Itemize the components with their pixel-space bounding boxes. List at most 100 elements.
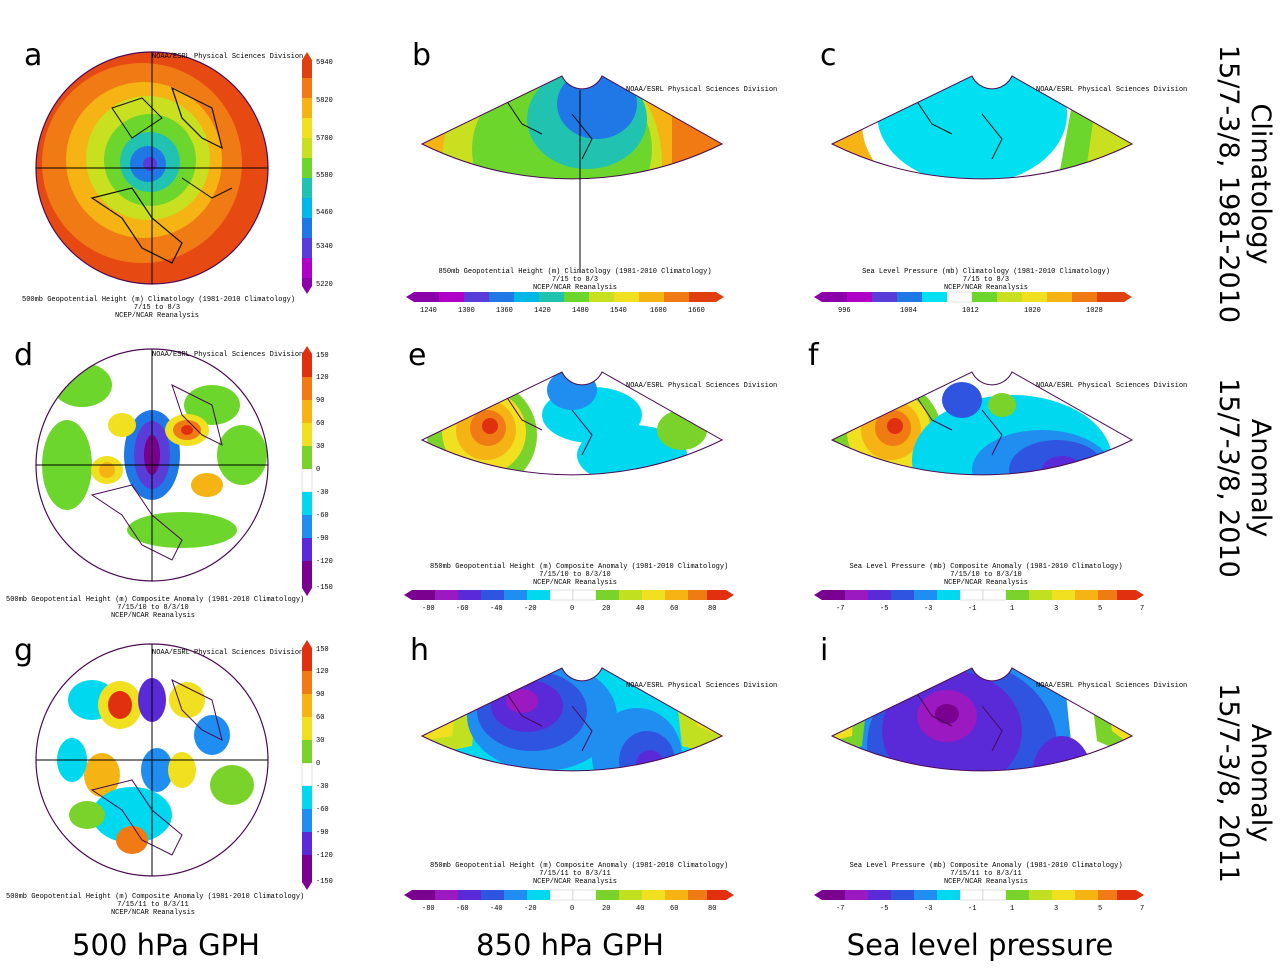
credit-b: NOAA/ESRL Physical Sciences Division [626,86,778,94]
tick-d-1: 120 [316,374,329,382]
map-500hpa-anomaly-2011 [35,643,269,877]
caption-g: 500mb Geopotential Height (m) Composite … [6,893,305,917]
tick-g-0: 150 [316,646,329,654]
caption-c: Sea Level Pressure (mb) Climatology (198… [862,268,1110,292]
tick-f-1: -5 [880,605,888,613]
panel-letter-c: c [820,38,837,73]
tick-g-4: 30 [316,737,324,745]
credit-e: NOAA/ESRL Physical Sciences Division [626,382,778,390]
tick-e-3: -20 [524,605,537,613]
tick-f-7: 7 [1140,605,1144,613]
tick-a-0: 5940 [316,59,333,67]
colorbar-f: -7 -5 -3 -1 1 3 5 7 [814,589,1144,613]
tick-e-5: 20 [602,605,610,613]
tick-g-5: 0 [316,760,320,768]
caption-f: Sea Level Pressure (mb) Composite Anomal… [849,563,1123,587]
map-850hpa-climatology [420,75,724,269]
caption-i: Sea Level Pressure (mb) Composite Anomal… [849,862,1123,886]
panel-letter-h: h [410,633,430,668]
credit-d: NOAA/ESRL Physical Sciences Division [152,351,304,359]
tick-a-4: 5460 [316,209,333,217]
credit-i: NOAA/ESRL Physical Sciences Division [1036,682,1188,690]
tick-h-8: 80 [708,905,716,913]
colorbar-d: 150 120 90 60 30 0 -30 -60 -90 -120 -150 [301,346,333,596]
tick-h-0: -80 [422,905,435,913]
panel-letter-a: a [24,38,43,73]
tick-b-2: 1360 [496,307,513,315]
tick-c-0: 996 [838,307,851,315]
panel-letter-g: g [14,633,34,668]
tick-a-5: 5340 [316,243,333,251]
tick-g-3: 60 [316,714,324,722]
tick-h-5: 20 [602,905,610,913]
tick-c-1: 1004 [900,307,917,315]
row-label-anomaly-2011: Anomaly 15/7-3/8, 2011 [1213,683,1276,883]
panel-letter-b: b [412,38,432,73]
tick-c-3: 1020 [1024,307,1041,315]
panel-letter-f: f [808,338,819,373]
caption-b: 850mb Geopotential Height (m) Climatolog… [438,268,712,292]
map-850hpa-anomaly-2010 [420,371,724,476]
tick-a-3: 5580 [316,172,333,180]
credit-a: NOAA/ESRL Physical Sciences Division [152,53,304,61]
tick-h-7: 60 [670,905,678,913]
map-slp-climatology [830,75,1134,180]
caption-h: 850mb Geopotential Height (m) Composite … [430,862,729,886]
tick-h-3: -20 [524,905,537,913]
tick-b-4: 1480 [572,307,589,315]
tick-f-2: -3 [924,605,932,613]
tick-g-7: -60 [316,806,329,814]
tick-e-4: 0 [570,605,574,613]
map-500hpa-anomaly-2010 [35,348,269,582]
credit-c: NOAA/ESRL Physical Sciences Division [1036,86,1188,94]
tick-i-3: -1 [968,905,976,913]
tick-d-4: 30 [316,443,324,451]
tick-d-5: 0 [316,466,320,474]
colorbar-e: -80 -60 -40 -20 0 20 40 60 80 [404,589,734,613]
tick-g-2: 90 [316,691,324,699]
tick-d-10: -150 [316,584,333,592]
tick-g-10: -150 [316,878,333,886]
tick-a-1: 5820 [316,97,333,105]
tick-e-8: 80 [708,605,716,613]
map-slp-anomaly-2010 [830,371,1134,476]
tick-a-2: 5700 [316,135,333,143]
tick-i-2: -3 [924,905,932,913]
tick-f-5: 3 [1054,605,1058,613]
tick-e-0: -80 [422,605,435,613]
column-label-500hpa: 500 hPa GPH [72,928,260,962]
tick-b-7: 1660 [688,307,705,315]
tick-h-6: 40 [636,905,644,913]
tick-c-4: 1028 [1086,307,1103,315]
map-slp-anomaly-2011 [830,667,1134,772]
tick-i-1: -5 [880,905,888,913]
tick-d-2: 90 [316,397,324,405]
credit-h: NOAA/ESRL Physical Sciences Division [626,682,778,690]
panel-letter-i: i [820,633,829,668]
colorbar-b: 1240 1300 1360 1420 1480 1540 1600 1660 [406,292,724,315]
tick-d-7: -60 [316,512,329,520]
tick-c-2: 1012 [962,307,979,315]
credit-f: NOAA/ESRL Physical Sciences Division [1036,382,1188,390]
tick-i-4: 1 [1010,905,1014,913]
map-850hpa-anomaly-2011 [420,667,724,772]
tick-i-6: 5 [1098,905,1102,913]
tick-g-1: 120 [316,668,329,676]
tick-f-3: -1 [968,605,976,613]
tick-e-7: 60 [670,605,678,613]
column-label-slp: Sea level pressure [846,928,1114,962]
tick-d-6: -30 [316,489,329,497]
tick-f-0: -7 [836,605,844,613]
tick-f-4: 1 [1010,605,1014,613]
tick-h-4: 0 [570,905,574,913]
tick-i-5: 3 [1054,905,1058,913]
tick-g-8: -90 [316,829,329,837]
tick-e-2: -40 [490,605,503,613]
tick-b-1: 1300 [458,307,475,315]
caption-a: 500mb Geopotential Height (m) Climatolog… [22,296,296,320]
tick-d-8: -90 [316,535,329,543]
colorbar-h: -80 -60 -40 -20 0 20 40 60 80 [404,889,734,913]
credit-g: NOAA/ESRL Physical Sciences Division [152,649,304,657]
row-label-anomaly-2010: Anomaly 15/7-3/8, 2010 [1213,378,1276,578]
row-label-climatology: Climatology 15/7-3/8, 1981-2010 [1213,44,1276,324]
